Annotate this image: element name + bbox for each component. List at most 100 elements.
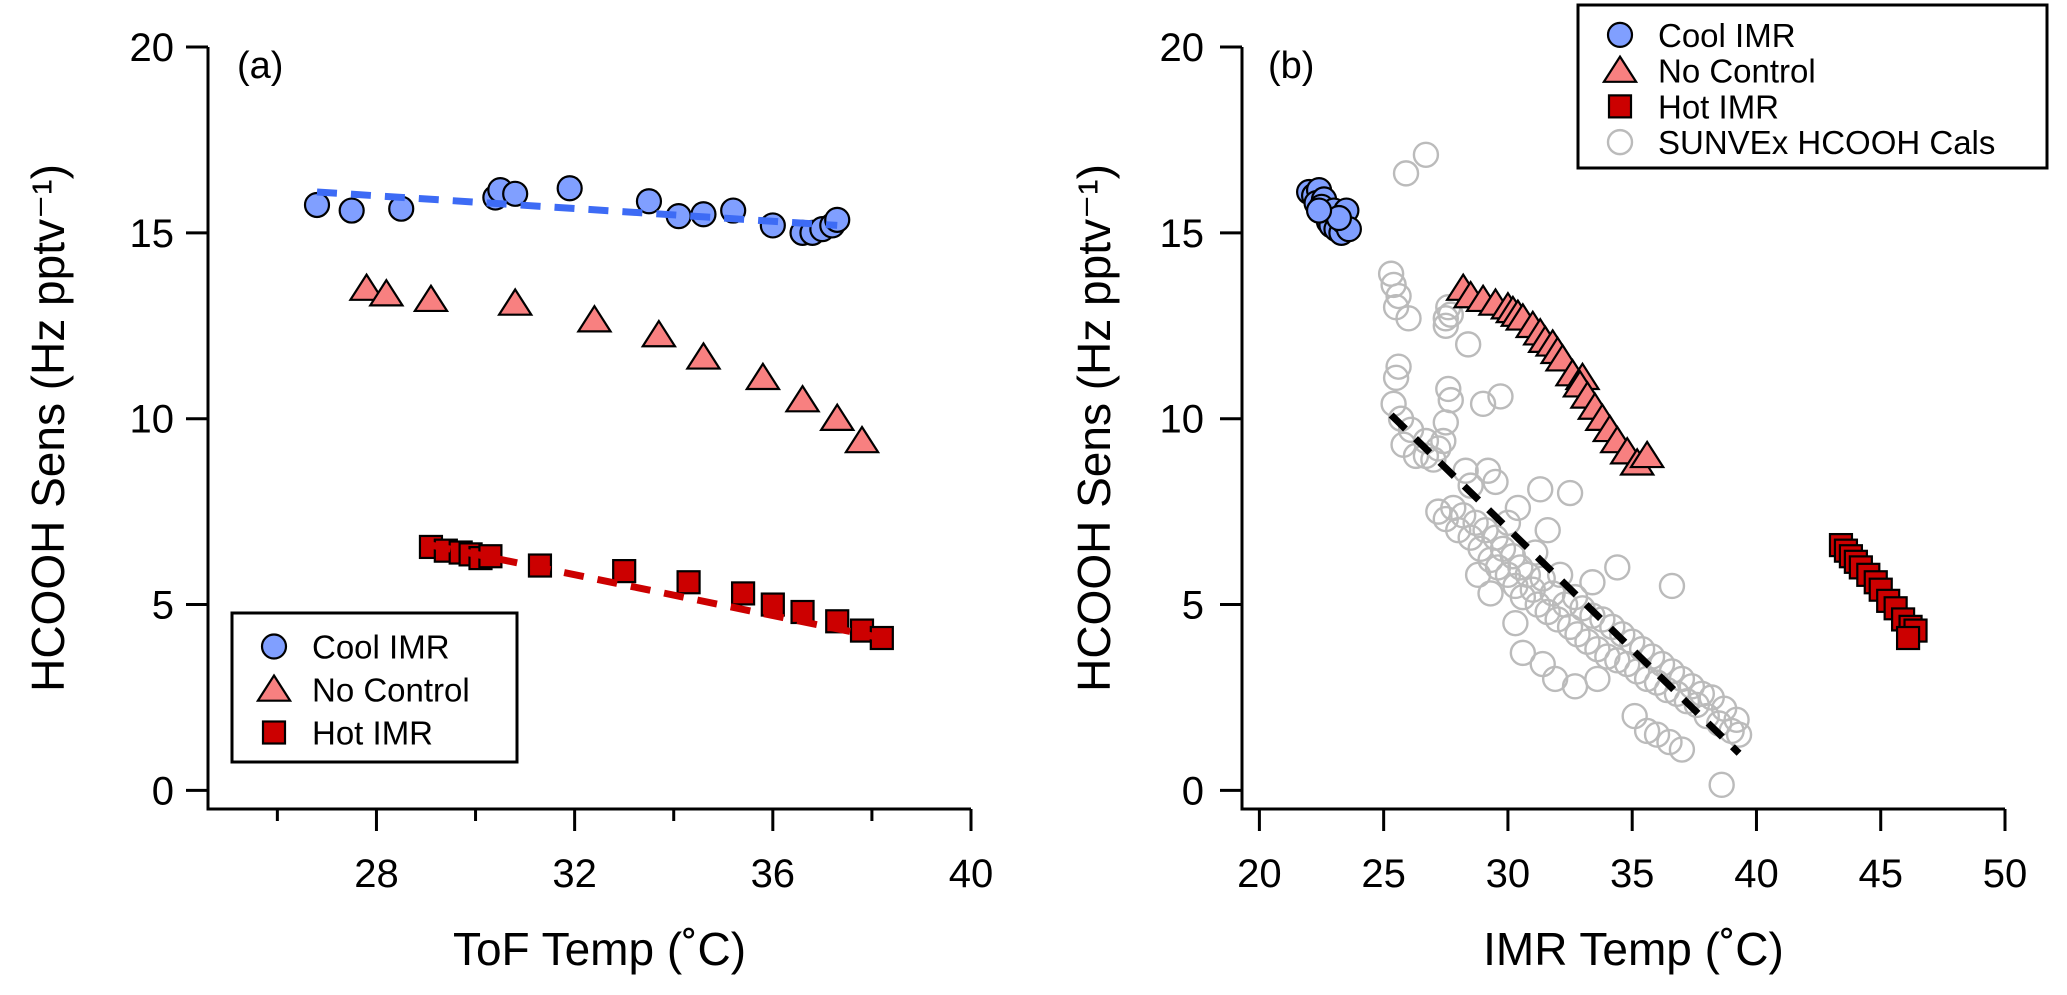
panel-a: 28 32 36 40 0 5 10 15 20 ToF Temp (˚C) HCOOH Sens … bbox=[22, 26, 993, 975]
data-point bbox=[1658, 572, 1686, 600]
data-point bbox=[1457, 472, 1484, 499]
x-tick-label: 36 bbox=[751, 852, 796, 896]
x-axis-label: IMR Temp (˚C) bbox=[1483, 923, 1784, 975]
data-point bbox=[759, 212, 786, 239]
data-point bbox=[412, 283, 450, 313]
data-point bbox=[502, 180, 529, 207]
data-point bbox=[1546, 561, 1574, 589]
x-tick-label: 28 bbox=[354, 852, 399, 896]
y-tick-label: 0 bbox=[1182, 769, 1204, 813]
data-point bbox=[1385, 282, 1412, 310]
data-point bbox=[1556, 479, 1584, 507]
legend-entry: SUNVEx HCOOH Cals bbox=[1658, 124, 1995, 161]
data-point bbox=[1452, 457, 1479, 484]
panel-label: (a) bbox=[237, 45, 283, 87]
y-axis-label: HCOOH Sens (Hz pptv⁻¹) bbox=[22, 164, 74, 692]
fit-line bbox=[1388, 412, 1742, 756]
panel-label: (b) bbox=[1268, 45, 1314, 87]
x-tick-label: 30 bbox=[1486, 852, 1531, 896]
data-point bbox=[1469, 390, 1497, 418]
x-tick-label: 32 bbox=[552, 852, 597, 896]
data-point bbox=[1604, 554, 1631, 581]
data-point bbox=[1477, 580, 1504, 607]
series-cool-imr bbox=[303, 175, 851, 246]
series-sunvex-hcooh-cals bbox=[1377, 141, 1753, 799]
data-point bbox=[1385, 353, 1412, 380]
data-point bbox=[744, 361, 782, 391]
series-cool-imr bbox=[1296, 177, 1362, 246]
data-point bbox=[685, 341, 722, 370]
x-axis-label: ToF Temp (˚C) bbox=[453, 923, 746, 975]
legend-marker bbox=[261, 720, 287, 745]
data-point bbox=[1454, 331, 1482, 358]
data-point bbox=[1382, 364, 1410, 392]
data-point bbox=[640, 319, 677, 348]
x-tick-label: 20 bbox=[1237, 852, 1282, 896]
data-point bbox=[1527, 476, 1554, 503]
data-point bbox=[368, 278, 405, 307]
data-point bbox=[612, 559, 637, 584]
series-no-control bbox=[348, 272, 881, 454]
y-tick-label: 5 bbox=[152, 584, 174, 628]
data-point bbox=[676, 570, 701, 595]
data-point bbox=[1420, 446, 1447, 473]
y-tick-label: 5 bbox=[1182, 584, 1204, 628]
data-point bbox=[1445, 517, 1472, 544]
legend-marker bbox=[1606, 21, 1634, 48]
y-axis-label: HCOOH Sens (Hz pptv⁻¹) bbox=[1068, 164, 1120, 692]
data-point bbox=[497, 287, 534, 316]
y-tick-label: 10 bbox=[1160, 398, 1205, 442]
y-tick-label: 20 bbox=[130, 26, 175, 70]
legend-entry: Hot IMR bbox=[1658, 88, 1779, 125]
data-point bbox=[784, 384, 821, 413]
data-point bbox=[556, 175, 583, 202]
x-tick-label: 50 bbox=[1983, 852, 2028, 896]
x-tick-label: 25 bbox=[1361, 852, 1406, 896]
data-point bbox=[1504, 494, 1532, 522]
legend-entry: No Control bbox=[1658, 53, 1816, 90]
data-point bbox=[1534, 517, 1561, 544]
data-point bbox=[576, 304, 613, 333]
data-point bbox=[1544, 606, 1571, 633]
data-point bbox=[1693, 702, 1720, 730]
y-tick-label: 10 bbox=[130, 398, 175, 442]
y-tick-label: 15 bbox=[1160, 212, 1205, 256]
data-point bbox=[1432, 305, 1459, 332]
data-point bbox=[1435, 375, 1462, 403]
data-point bbox=[1380, 390, 1407, 418]
legend-marker bbox=[1601, 54, 1639, 83]
data-point bbox=[303, 191, 331, 219]
panel-b: 20 25 30 35 40 45 50 0 5 10 15 20 IMR Temp (˚C) HCOOH… bbox=[1068, 3, 2049, 975]
data-point bbox=[1392, 160, 1420, 187]
series-hot-imr bbox=[1828, 532, 1928, 651]
fit-line bbox=[316, 188, 838, 229]
data-point bbox=[348, 272, 385, 301]
data-point bbox=[1305, 197, 1333, 224]
fit-line bbox=[430, 541, 883, 642]
data-point bbox=[1579, 569, 1606, 596]
legend: Cool IMR No Control Hot IMR bbox=[230, 611, 519, 764]
data-point bbox=[1668, 736, 1696, 763]
data-point bbox=[338, 197, 365, 224]
data-point bbox=[730, 581, 756, 606]
x-tick-label: 45 bbox=[1858, 852, 1903, 896]
legend-marker bbox=[1606, 128, 1634, 156]
data-point bbox=[1395, 305, 1422, 332]
legend-entry: No Control bbox=[312, 672, 470, 709]
data-point bbox=[1723, 706, 1750, 733]
data-point bbox=[1556, 613, 1584, 641]
data-point bbox=[1425, 498, 1452, 525]
data-point bbox=[1529, 650, 1556, 678]
data-point bbox=[819, 402, 856, 432]
data-point bbox=[1725, 721, 1753, 748]
data-point bbox=[1494, 509, 1522, 536]
data-point bbox=[1708, 771, 1735, 799]
data-point bbox=[1474, 457, 1502, 484]
legend-marker bbox=[255, 673, 293, 702]
x-tick-label: 35 bbox=[1610, 852, 1655, 896]
data-point bbox=[1895, 625, 1921, 651]
legend-marker bbox=[260, 633, 288, 660]
x-tick-label: 40 bbox=[949, 852, 994, 896]
legend-entry: Cool IMR bbox=[1658, 17, 1796, 54]
y-tick-label: 20 bbox=[1160, 26, 1205, 70]
